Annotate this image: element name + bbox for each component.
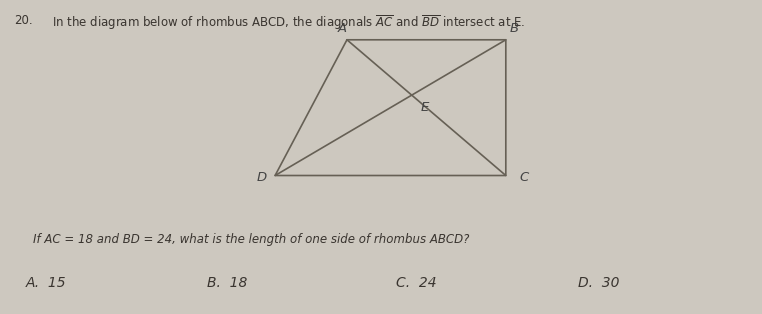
Text: C.  24: C. 24 [396, 276, 437, 290]
Text: B.  18: B. 18 [207, 276, 248, 290]
Text: A.  15: A. 15 [25, 276, 66, 290]
Text: D: D [257, 171, 267, 184]
Text: In the diagram below of rhombus ABCD, the diagonals $\overline{AC}$ and $\overli: In the diagram below of rhombus ABCD, th… [52, 14, 525, 32]
Text: D.  30: D. 30 [578, 276, 620, 290]
Text: C: C [519, 171, 528, 184]
Text: If AC = 18 and BD = 24, what is the length of one side of rhombus ABCD?: If AC = 18 and BD = 24, what is the leng… [33, 233, 469, 246]
Text: A: A [338, 22, 347, 35]
Text: E: E [421, 101, 429, 114]
Text: B: B [510, 22, 519, 35]
Text: 20.: 20. [14, 14, 33, 27]
